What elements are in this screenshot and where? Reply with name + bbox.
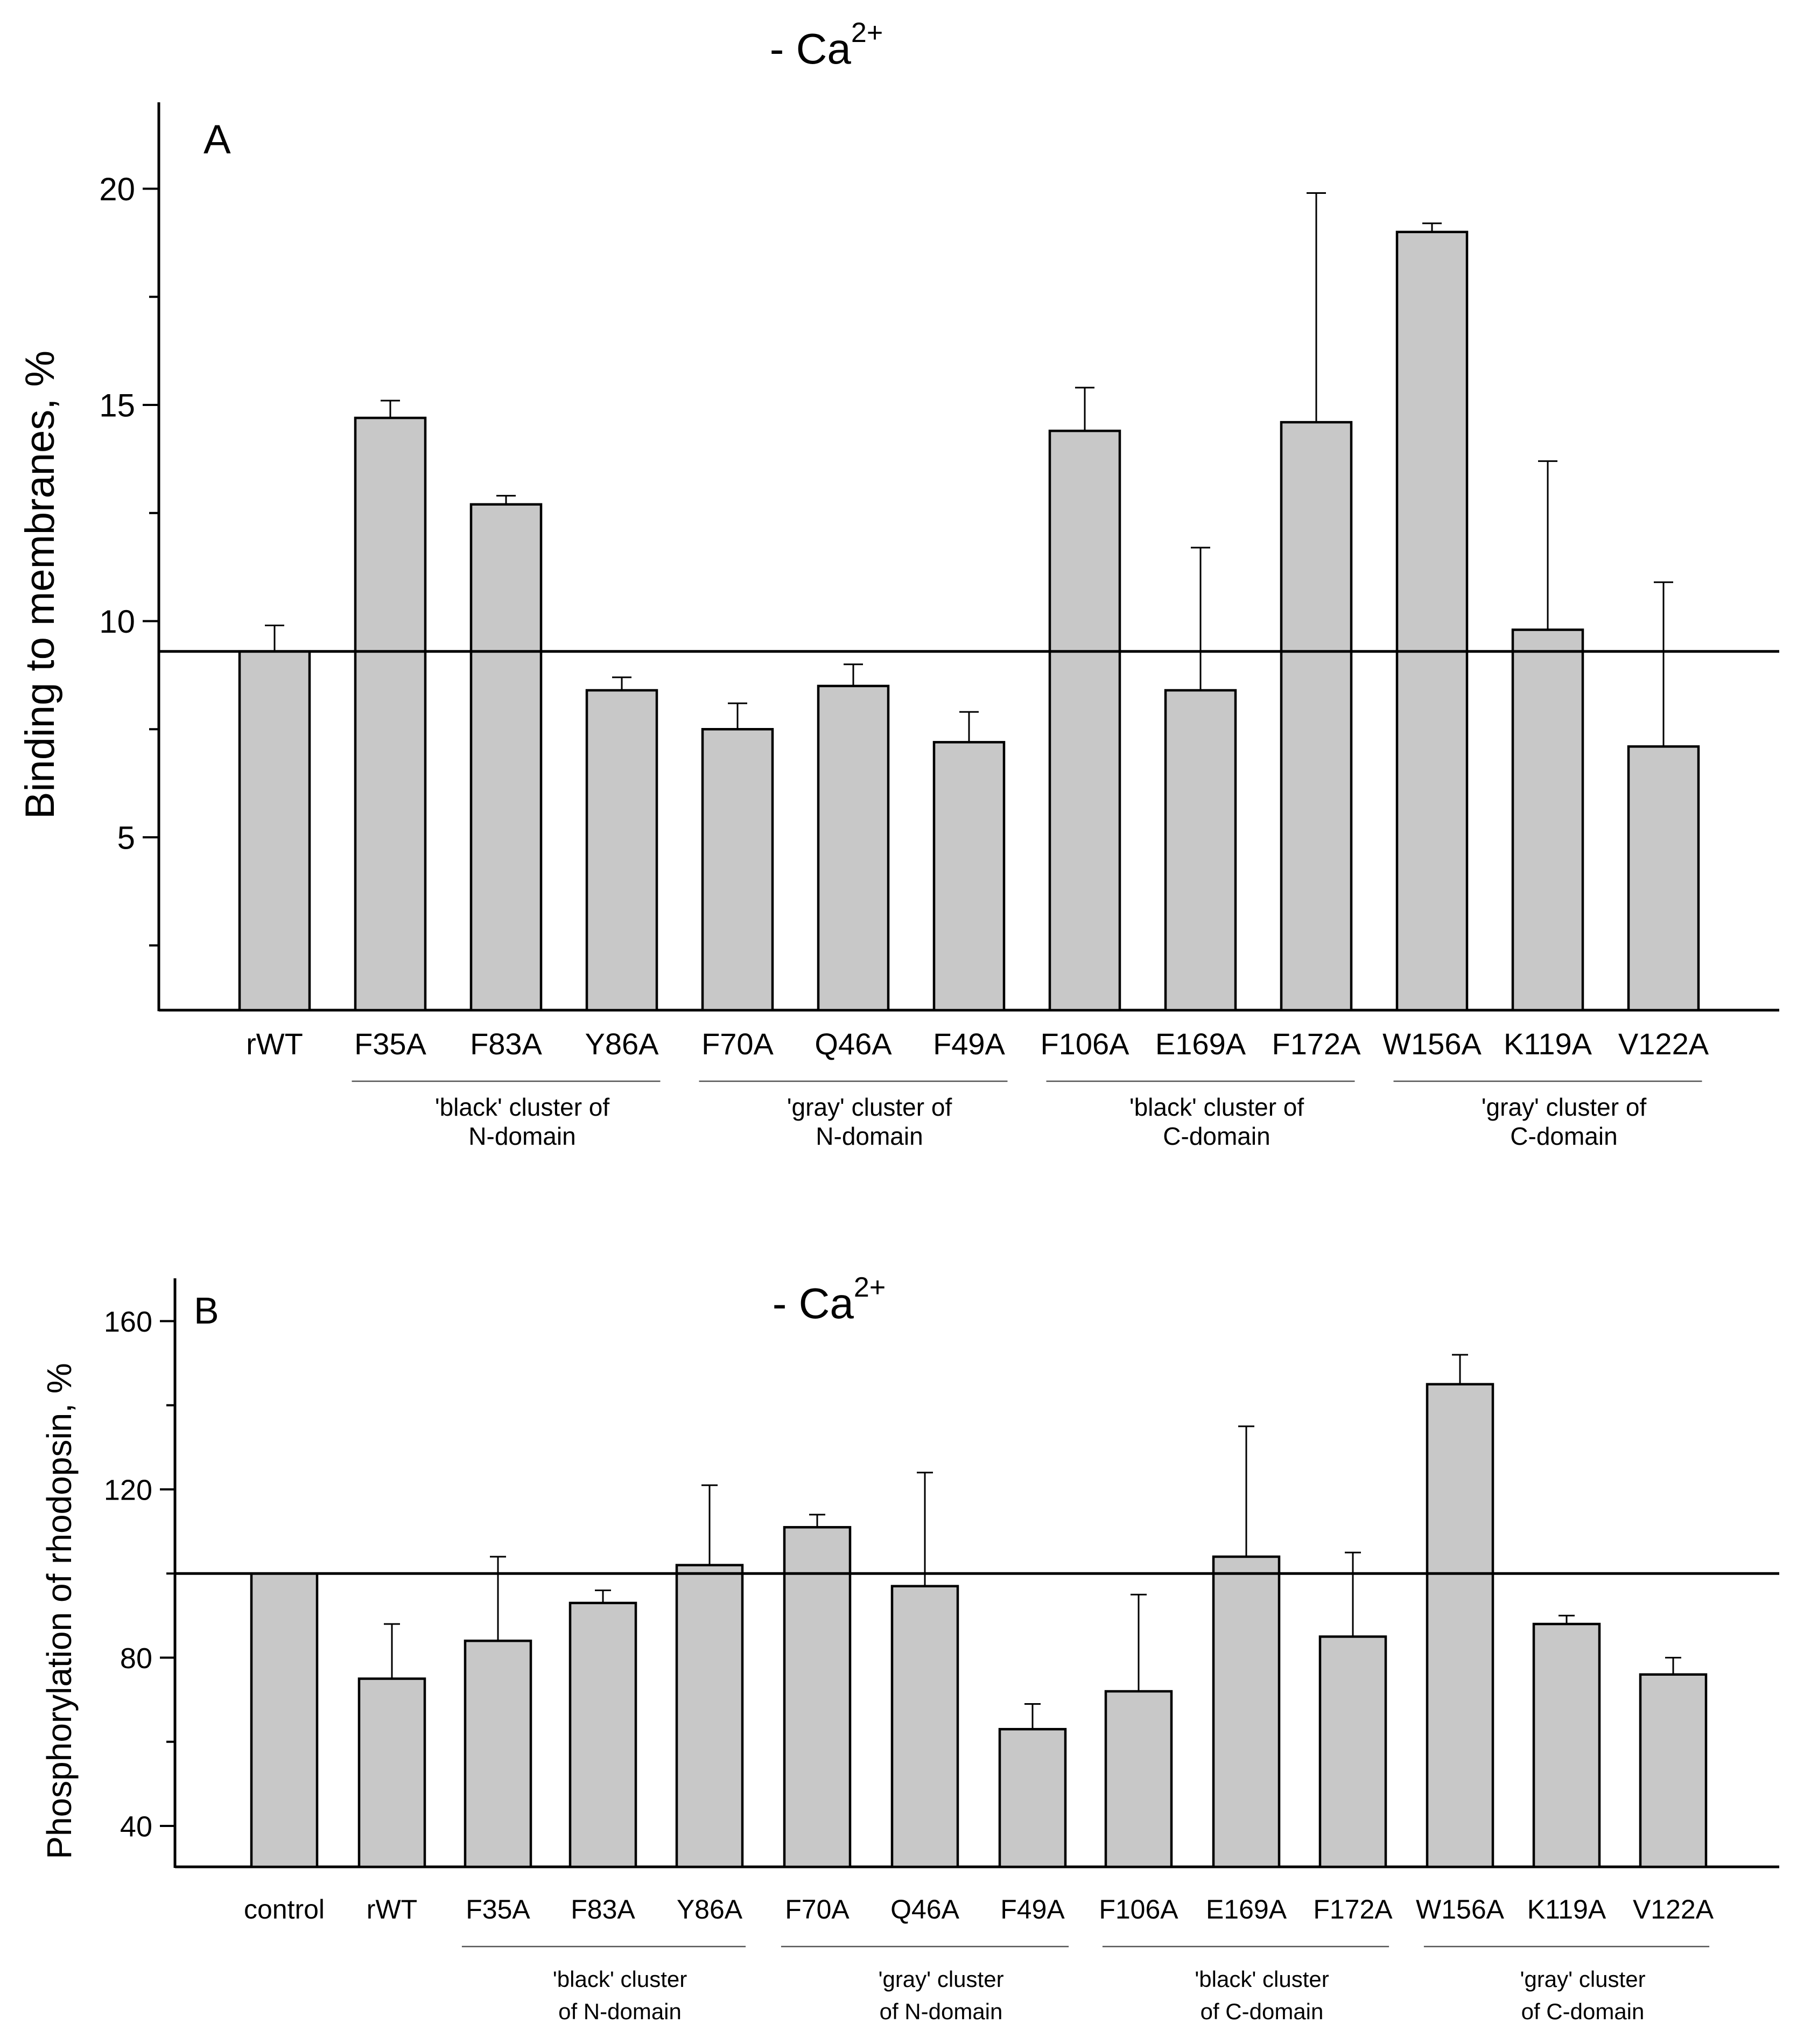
panel-a-category-label: F172A: [1272, 1027, 1361, 1061]
panel-a-bar-k119a: [1511, 628, 1584, 1012]
panel-b-y-tick-label: 40: [120, 1810, 152, 1843]
panel-b-category-label: E169A: [1206, 1894, 1287, 1924]
panel-b-bar-q46a: [890, 1585, 959, 1868]
panel-b-category-label: K119A: [1527, 1894, 1606, 1924]
panel-a-chart: - Ca2+ A Binding to membranes, % 5 10 15 20…: [17, 17, 1779, 1150]
panel-a-bar-f49a: [932, 741, 1006, 1012]
panel-b-group-label: 'gray' cluster: [1520, 1966, 1645, 1992]
panel-a-y-tick-label: 5: [117, 820, 135, 856]
panel-b-bar-f70a: [783, 1526, 852, 1868]
panel-a-title-superscript: 2+: [851, 17, 883, 48]
panel-b-x-tick-labels: control rWT F35A F83A Y86A F70A Q46A F49A F106A E…: [244, 1894, 1714, 1924]
panel-a-title: - Ca2+: [770, 17, 883, 73]
panel-a-bar-y86a: [585, 689, 658, 1012]
panel-a-group-label: C-domain: [1510, 1122, 1617, 1150]
panel-a-bar-v122a: [1627, 745, 1700, 1012]
panel-a-group-label: 'gray' cluster of: [1482, 1093, 1647, 1121]
panel-b-y-tick-label: 80: [120, 1642, 152, 1675]
panel-b-y-ticks: 40 80 120 160: [104, 1306, 175, 1843]
panel-b-group-label: of N-domain: [880, 1999, 1003, 2024]
panel-a-bar-f70a: [701, 728, 774, 1012]
panel-a-bar-f172a: [1280, 421, 1353, 1012]
panel-a-groups: 'black' cluster ofN-domain'gray' cluster…: [352, 1080, 1702, 1150]
panel-b-category-label: Q46A: [890, 1894, 960, 1924]
panel-b-bar-k119a: [1532, 1622, 1601, 1868]
panel-a-bar-f106a: [1048, 429, 1121, 1012]
panel-b-title: - Ca2+: [773, 1272, 886, 1327]
panel-b-group-label: 'black' cluster: [1195, 1966, 1329, 1992]
panel-a-y-axis-label: Binding to membranes, %: [17, 351, 63, 819]
panel-b-category-label: F35A: [466, 1894, 530, 1924]
panel-a-category-label: E169A: [1155, 1027, 1246, 1061]
panel-b-bar-f106a: [1104, 1690, 1173, 1868]
panel-b-bar-f49a: [998, 1728, 1067, 1868]
panel-b-y-axis-label: Phosphorylation of rhodopsin, %: [40, 1363, 79, 1859]
panel-a-category-label: Q46A: [815, 1027, 892, 1061]
panel-b-group-label: 'gray' cluster: [878, 1966, 1003, 1992]
panel-a-category-label: F35A: [354, 1027, 426, 1061]
panel-a-category-label: W156A: [1382, 1027, 1482, 1061]
panel-a-group-label: 'black' cluster of: [1129, 1093, 1304, 1121]
panel-a-bar-rwt: [238, 650, 311, 1012]
panel-b-title-superscript: 2+: [854, 1272, 886, 1303]
panel-b-bar-w156a: [1426, 1383, 1494, 1868]
panel-a-category-label: Y86A: [585, 1027, 659, 1061]
panel-b-label: B: [194, 1290, 219, 1332]
panel-a-y-ticks: 5 10 15 20: [99, 171, 159, 947]
panel-b-groups: 'black' cluster of N-domain 'gray' cluster…: [461, 1945, 1710, 2024]
panel-b-bar-rwt: [357, 1677, 426, 1868]
panel-b-bar-v122a: [1639, 1673, 1708, 1868]
panel-b-category-label: F172A: [1313, 1894, 1393, 1924]
panel-a-category-label: V122A: [1618, 1027, 1709, 1061]
panel-a-group-label: 'black' cluster of: [435, 1093, 610, 1121]
panel-a-y-tick-label: 15: [99, 388, 135, 424]
panel-b-category-label: F106A: [1099, 1894, 1178, 1924]
panel-b-category-label: W156A: [1416, 1894, 1505, 1924]
panel-b-category-label: control: [244, 1894, 325, 1924]
panel-b-chart: - Ca2+ B Phosphorylation of rhodopsin, %…: [40, 1272, 1779, 2024]
panel-a-bar-q46a: [817, 684, 890, 1012]
panel-b-y-tick-label: 160: [104, 1306, 152, 1338]
panel-b-group-label: of N-domain: [558, 1999, 682, 2024]
panel-a-category-label: K119A: [1504, 1027, 1592, 1061]
panel-a-category-label: rWT: [246, 1027, 303, 1061]
panel-b-bar-e169a: [1212, 1555, 1281, 1868]
panel-a-category-label: F106A: [1041, 1027, 1130, 1061]
panel-b-bar-f35a: [464, 1640, 532, 1868]
panel-b-bar-control: [250, 1572, 319, 1868]
panel-b-category-label: F49A: [1000, 1894, 1065, 1924]
panel-a-bar-f35a: [354, 416, 427, 1012]
panel-a-y-tick-label: 10: [99, 604, 135, 640]
panel-a-bar-f83a: [469, 503, 543, 1012]
panel-a-x-tick-labels: rWT F35A F83A Y86A F70A Q46A F49A F106A E169A F17…: [246, 1027, 1709, 1061]
panel-b-group-label: 'black' cluster: [553, 1966, 687, 1992]
panel-a-bar-e169a: [1164, 689, 1237, 1012]
panel-b-bars: [250, 1354, 1708, 1868]
panel-b-bar-y86a: [675, 1564, 744, 1868]
panel-b-category-label: V122A: [1633, 1894, 1714, 1924]
panel-a-bar-w156a: [1395, 230, 1469, 1012]
panel-b-category-label: rWT: [367, 1894, 417, 1924]
panel-b-category-label: F70A: [785, 1894, 850, 1924]
panel-b-category-label: Y86A: [677, 1894, 743, 1924]
panel-b-y-tick-label: 120: [104, 1474, 152, 1506]
panel-a-y-tick-label: 20: [99, 171, 135, 207]
panel-b-group-label: of C-domain: [1201, 1999, 1324, 2024]
panel-a-category-label: F49A: [933, 1027, 1005, 1061]
panel-b-bar-f83a: [568, 1601, 637, 1868]
panel-a-group-label: N-domain: [468, 1122, 575, 1150]
panel-a-bars: [238, 192, 1700, 1012]
panel-a-category-label: F70A: [701, 1027, 774, 1061]
panel-b-bar-f172a: [1318, 1635, 1387, 1868]
panel-b-category-label: F83A: [571, 1894, 635, 1924]
panel-a-category-label: F83A: [470, 1027, 542, 1061]
panel-a-group-label: C-domain: [1163, 1122, 1270, 1150]
panel-a-group-label: 'gray' cluster of: [787, 1093, 952, 1121]
panel-a-group-label: N-domain: [816, 1122, 923, 1150]
panel-b-group-label: of C-domain: [1521, 1999, 1645, 2024]
panel-a-label: A: [203, 117, 231, 163]
